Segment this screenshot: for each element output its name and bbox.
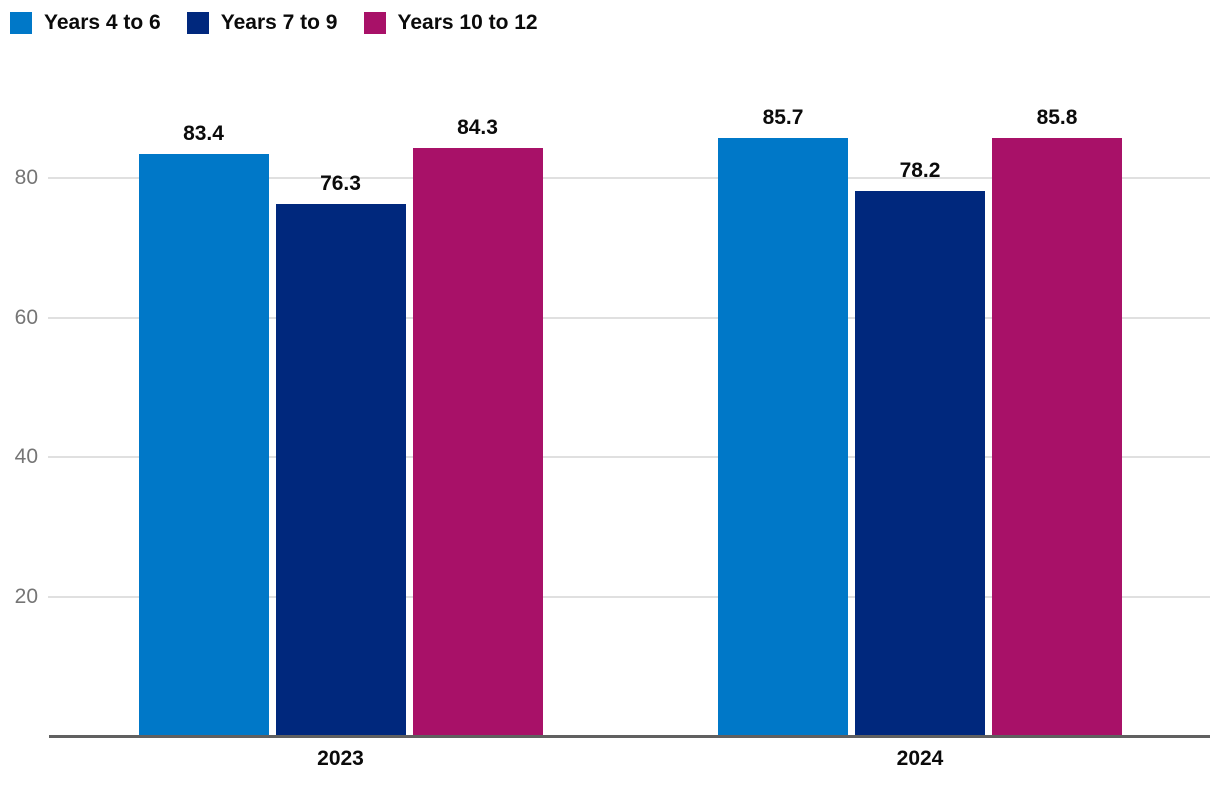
legend-swatch-icon [186,12,209,34]
bar-value-label: 85.8 [1036,105,1078,129]
y-axis-tick-label: 40 [14,445,38,468]
x-axis-category-label: 2023 [317,747,364,770]
legend-item-years-7-to-9: Years 7 to 9 [186,11,338,35]
gridline [48,456,1210,458]
y-axis-tick-label: 60 [14,305,38,329]
legend-swatch-icon [10,12,32,34]
legend-swatch-icon [363,12,386,34]
bar-2023-series-2 [412,148,543,736]
y-axis-tick-label: 20 [14,584,38,608]
gridline [48,595,1210,598]
bar-value-label: 85.7 [762,106,804,130]
legend-label: Years 10 to 12 [397,11,538,34]
bar-2024-series-2 [992,137,1122,736]
legend-label: Years 7 to 9 [220,11,338,34]
legend-label: Years 4 to 6 [44,11,161,34]
bar-value-label: 84.3 [457,116,498,139]
bar-2023-series-1 [275,203,406,736]
legend: Years 4 to 6 Years 7 to 9 Years 10 to 12 [10,11,538,35]
x-axis-line [49,735,1210,738]
gridline [48,177,1210,179]
bar-value-label: 83.4 [183,122,224,146]
bar-value-label: 76.3 [320,171,361,195]
bar-value-label: 78.2 [899,158,941,182]
y-axis-tick-label: 80 [14,166,38,189]
x-axis-category-label: 2024 [896,747,944,770]
gridline [48,316,1210,319]
legend-item-years-4-to-6: Years 4 to 6 [10,11,161,35]
bar-2024-series-0 [718,138,848,736]
legend-item-years-10-to-12: Years 10 to 12 [363,11,538,35]
bar-2023-series-0 [138,154,269,736]
bar-2024-series-1 [855,190,985,736]
